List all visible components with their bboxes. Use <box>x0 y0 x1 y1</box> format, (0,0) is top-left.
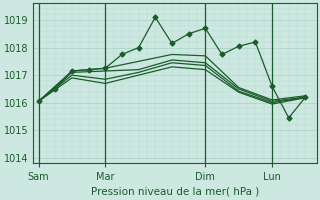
X-axis label: Pression niveau de la mer( hPa ): Pression niveau de la mer( hPa ) <box>91 187 259 197</box>
